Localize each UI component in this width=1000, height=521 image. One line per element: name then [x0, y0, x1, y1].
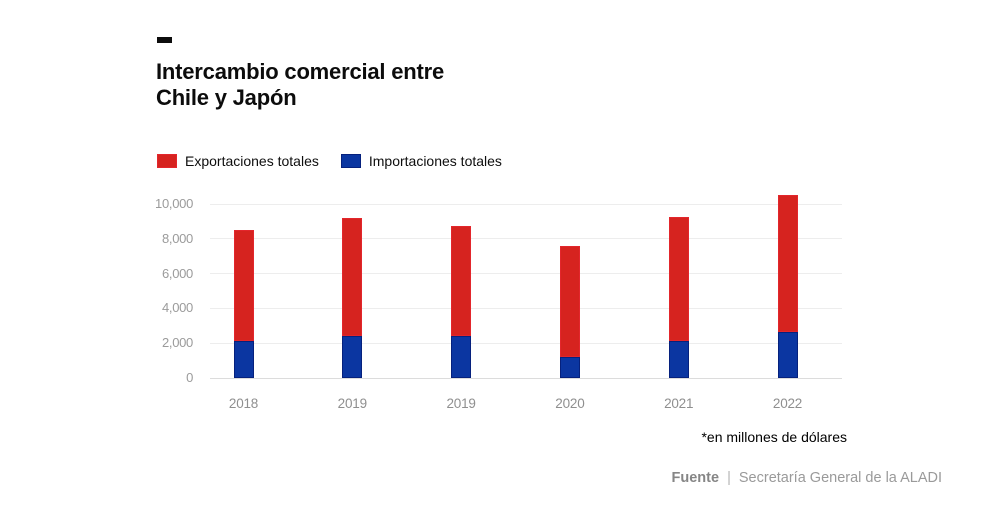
- bar-exports-2020-3: [559, 245, 580, 358]
- gridline-6000: [210, 273, 842, 275]
- legend-label-imports: Importaciones totales: [368, 153, 502, 169]
- y-axis-label-6000: 6,000: [161, 265, 193, 281]
- gridline-0: [210, 377, 842, 379]
- source-text: Secretaría General de la ALADI: [738, 470, 942, 486]
- x-axis-label-2018-0: 2018: [228, 396, 259, 411]
- bar-imports-2021-4: [668, 341, 689, 378]
- page-title: Intercambio comercial entre Chile y Japó…: [156, 59, 444, 111]
- plot-area: 0 2,000 4,000 6,000 8,000 10,000 2018 2019 2019 2…: [155, 195, 842, 411]
- bar-exports-2019-2: [451, 225, 472, 337]
- y-axis-label-2000: 2,000: [161, 335, 193, 351]
- bar-imports-2020-3: [559, 357, 580, 378]
- title-line-2: Chile y Japón: [156, 85, 297, 110]
- gridline-4000: [210, 307, 842, 309]
- x-axis-label-2020-3: 2020: [555, 396, 585, 411]
- x-axis-label-2021-4: 2021: [664, 396, 694, 411]
- y-axis-label-10000: 10,000: [155, 196, 193, 211]
- legend-label-exports: Exportaciones totales: [185, 153, 319, 169]
- y-axis-label-8000: 8,000: [161, 230, 193, 246]
- legend-item-exports: Exportaciones totales: [157, 153, 319, 169]
- bar-imports-2019-1: [342, 336, 363, 378]
- legend-item-imports: Importaciones totales: [340, 153, 502, 169]
- bar-exports-2019-1: [342, 217, 363, 337]
- y-axis-label-0: 0: [186, 370, 193, 385]
- bar-exports-2022-5: [777, 195, 798, 332]
- gridline-8000: [210, 238, 842, 240]
- gridline-10000: [210, 203, 842, 205]
- x-axis-label-2019-1: 2019: [337, 396, 367, 411]
- title-dash: [157, 37, 172, 43]
- bar-exports-2018-0: [233, 230, 254, 342]
- source-line: Fuente | Secretaría General de la ALADI: [672, 470, 943, 486]
- legend: Exportaciones totales Importaciones tota…: [157, 153, 502, 169]
- imports-swatch-icon: [340, 154, 361, 168]
- bar-imports-2022-5: [777, 331, 798, 378]
- source-separator: |: [727, 470, 731, 486]
- gridline-2000: [210, 342, 842, 344]
- bar-imports-2018-0: [233, 341, 254, 378]
- title-line-1: Intercambio comercial entre: [156, 59, 445, 84]
- y-axis-label-4000: 4,000: [161, 300, 193, 316]
- x-axis-label-2022-5: 2022: [772, 396, 803, 411]
- bar-imports-2019-2: [451, 336, 472, 378]
- source-label: Fuente: [671, 470, 720, 486]
- bar-exports-2021-4: [668, 217, 689, 342]
- unit-footnote: *en millones de dólares: [701, 429, 847, 445]
- x-axis-label-2019-2: 2019: [446, 396, 476, 411]
- exports-swatch-icon: [157, 154, 177, 168]
